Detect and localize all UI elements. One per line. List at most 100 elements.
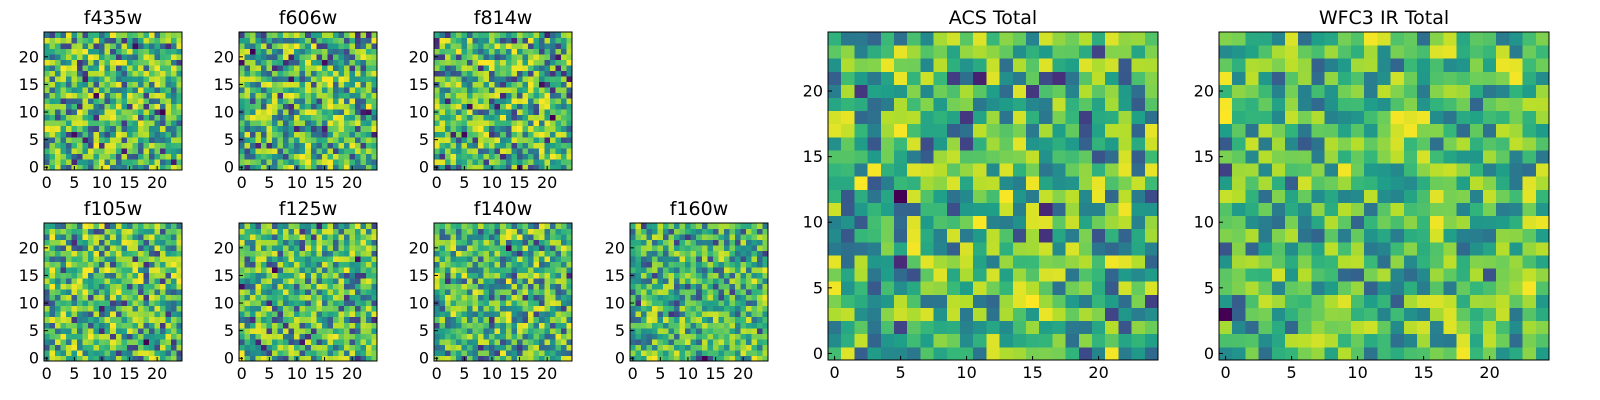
heatmap-cell [467, 87, 474, 94]
heatmap-cell [126, 327, 133, 334]
heatmap-cell [104, 43, 111, 49]
heatmap-cell [696, 338, 703, 345]
heatmap-cell [137, 305, 144, 312]
heatmap-cell [82, 114, 89, 121]
heatmap-cell [478, 70, 485, 77]
heatmap-cell [549, 76, 556, 83]
heatmap-cell [261, 48, 267, 55]
heatmap-cell [154, 283, 161, 290]
heatmap-cell [354, 87, 361, 94]
heatmap-cell [283, 228, 290, 235]
heatmap-cell [933, 320, 948, 335]
heatmap-cell [176, 349, 183, 356]
heatmap-cell [283, 349, 290, 356]
heatmap-cell [277, 344, 284, 351]
heatmap-cell [533, 114, 540, 121]
heatmap-cell [305, 283, 312, 290]
heatmap-cell [516, 81, 523, 88]
heatmap-cell [321, 54, 328, 60]
heatmap-cell [549, 333, 556, 340]
heatmap-cell [544, 120, 551, 127]
heatmap-cell [261, 158, 267, 165]
heatmap-cell [1012, 228, 1027, 243]
heatmap-cell [489, 261, 496, 268]
heatmap-cell [560, 344, 567, 351]
heatmap-cell [49, 228, 56, 235]
heatmap-cell [277, 43, 284, 49]
heatmap-cell [71, 311, 78, 318]
heatmap-cell [566, 239, 573, 246]
heatmap-cell [445, 355, 451, 362]
heatmap-cell [555, 125, 562, 132]
heatmap-cell [88, 76, 95, 83]
heatmap-cell [1052, 307, 1066, 322]
heatmap-cell [250, 272, 256, 279]
heatmap-cell [288, 316, 295, 323]
heatmap-cell [566, 92, 573, 99]
heatmap-cell [483, 294, 490, 301]
heatmap-cell [907, 215, 921, 230]
heatmap-cell [560, 37, 567, 44]
heatmap-cell [49, 355, 56, 362]
heatmap-cell [696, 223, 703, 229]
heatmap-cell [467, 327, 474, 334]
heatmap-cell [104, 344, 111, 351]
heatmap-cell [338, 283, 345, 290]
heatmap-cell [641, 333, 647, 340]
heatmap-cell [549, 294, 556, 301]
heatmap-cell [1105, 123, 1119, 138]
heatmap-cell [71, 136, 78, 143]
heatmap-cell [533, 98, 540, 105]
heatmap-cell [250, 305, 256, 312]
heatmap-cell [176, 355, 183, 362]
heatmap-cell [44, 103, 50, 110]
heatmap-cell [960, 294, 974, 308]
heatmap-cell [500, 228, 507, 235]
heatmap-cell [505, 322, 512, 329]
heatmap-cell [99, 316, 106, 323]
heatmap-cell [472, 250, 479, 257]
heatmap-cell [277, 65, 284, 72]
heatmap-cell [354, 289, 361, 296]
heatmap-cell [126, 147, 133, 154]
heatmap-cell [159, 250, 166, 257]
heatmap-cell [505, 250, 512, 257]
heatmap-cell [483, 76, 490, 83]
heatmap-cell [663, 316, 670, 323]
heatmap-cell [354, 131, 361, 138]
heatmap-cell [99, 256, 106, 263]
heatmap-cell [522, 76, 529, 83]
heatmap-cell [44, 294, 50, 301]
heatmap-cell [176, 344, 183, 351]
heatmap-cell [159, 344, 166, 351]
heatmap-cell [338, 81, 345, 88]
heatmap-cell [88, 278, 95, 285]
heatmap-cell [327, 153, 334, 160]
heatmap-cell [1026, 346, 1040, 361]
heatmap-cell [1039, 268, 1053, 282]
x-tick-label: 15 [119, 364, 139, 383]
heatmap-cell [566, 294, 573, 301]
heatmap-cell [294, 344, 301, 351]
heatmap-cell [522, 131, 529, 138]
heatmap-cell [854, 320, 868, 335]
heatmap-cell [652, 311, 658, 318]
heatmap-cell [349, 305, 356, 312]
heatmap-cell [472, 311, 479, 318]
heatmap-cell [272, 338, 279, 345]
heatmap-cell [434, 120, 440, 127]
heatmap-cell [321, 48, 328, 55]
heatmap-cell [756, 316, 763, 323]
heatmap-cell [66, 131, 72, 138]
heatmap-cell [467, 158, 474, 165]
heatmap-cell [365, 136, 372, 143]
heatmap-cell [49, 147, 56, 154]
heatmap-cell [723, 322, 730, 329]
heatmap-cell [283, 76, 290, 83]
heatmap-cell [93, 54, 100, 60]
heatmap-cell [696, 322, 703, 329]
heatmap-cell [500, 81, 507, 88]
heatmap-cell [88, 305, 95, 312]
heatmap-cell [696, 250, 703, 257]
heatmap-cell [505, 114, 512, 121]
